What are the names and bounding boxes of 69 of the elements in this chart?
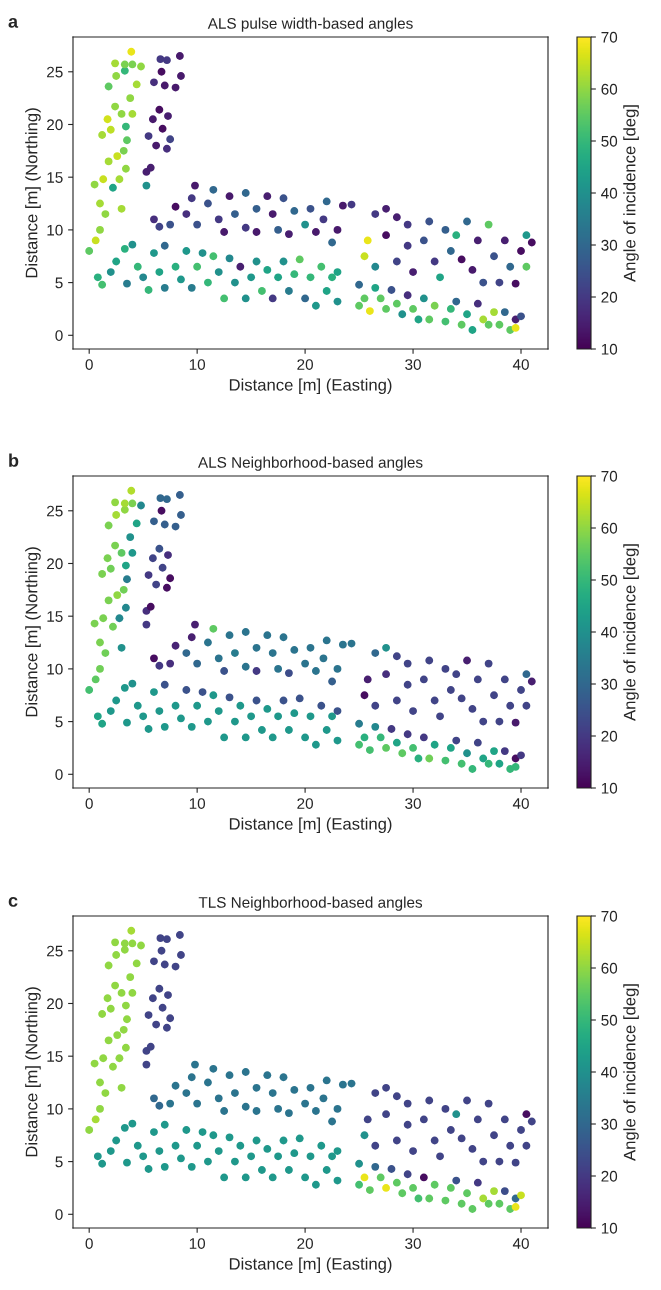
x-tick-label: 0 bbox=[85, 359, 93, 370]
color-bar-label: 10 bbox=[601, 782, 618, 794]
y-tick-label: 15 bbox=[47, 611, 63, 622]
color-bar-label: 20 bbox=[601, 730, 618, 742]
x-tick-label: 20 bbox=[297, 1238, 313, 1249]
x-tick-label: 20 bbox=[297, 359, 313, 370]
x-tick-label: 10 bbox=[189, 1238, 206, 1249]
y-tick-label: 20 bbox=[47, 998, 63, 1010]
color-bar-label: 30 bbox=[601, 1118, 618, 1130]
color-bar-label: 60 bbox=[601, 962, 618, 974]
y-tick-label: 5 bbox=[55, 277, 63, 289]
x-tick-label: 30 bbox=[405, 798, 421, 809]
x-tick-label: 40 bbox=[512, 1238, 529, 1249]
y-tick-label: 0 bbox=[55, 769, 63, 780]
y-tick-label: 10 bbox=[47, 663, 63, 675]
color-bar-title: Angle of incidence [deg] bbox=[623, 544, 639, 721]
x-tick-label: 30 bbox=[405, 359, 421, 370]
color-bar-title: Angle of incidence [deg] bbox=[623, 105, 639, 282]
y-tick-label: 15 bbox=[47, 1051, 63, 1062]
y-axis-title: Distance [m] (Northing) bbox=[25, 987, 41, 1157]
text: b bbox=[9, 453, 19, 467]
x-axis-title: Distance [m] (Easting) bbox=[229, 1257, 392, 1274]
y-axis-title: Distance [m] (Northing) bbox=[25, 108, 41, 278]
x-tick-label: 40 bbox=[512, 798, 529, 809]
color-bar-label: 50 bbox=[601, 574, 618, 586]
y-tick-label: 20 bbox=[47, 119, 63, 131]
color-bar-label: 70 bbox=[601, 470, 618, 482]
text: a bbox=[8, 17, 19, 28]
color-bar-label: 70 bbox=[601, 910, 618, 922]
x-tick-label: 10 bbox=[189, 798, 206, 809]
x-tick-label: 20 bbox=[297, 798, 313, 809]
y-tick-label: 5 bbox=[55, 1156, 63, 1168]
color-bar-label: 10 bbox=[601, 1222, 618, 1234]
y-tick-label: 25 bbox=[47, 66, 63, 78]
y-axis-title: Distance [m] (Northing) bbox=[25, 547, 41, 717]
color-bar-label: 60 bbox=[601, 522, 618, 534]
y-tick-label: 0 bbox=[55, 1209, 63, 1220]
x-axis-title: Distance [m] (Easting) bbox=[229, 378, 392, 395]
y-tick-label: 10 bbox=[47, 1103, 63, 1115]
color-bar-label: 10 bbox=[601, 343, 618, 355]
color-bar-label: 70 bbox=[601, 31, 618, 43]
y-tick-label: 20 bbox=[47, 558, 63, 570]
color-bar-label: 50 bbox=[601, 135, 618, 147]
x-axis-title: Distance [m] (Easting) bbox=[229, 817, 392, 834]
color-bar-label: 50 bbox=[601, 1014, 618, 1026]
color-bar-label: 60 bbox=[601, 83, 618, 95]
y-tick-label: 0 bbox=[55, 330, 63, 341]
color-bar-label: 40 bbox=[601, 187, 618, 199]
x-tick-label: 10 bbox=[189, 359, 206, 370]
color-bar-label: 20 bbox=[601, 1170, 618, 1182]
color-bar-title: Angle of incidence [deg] bbox=[623, 984, 639, 1161]
y-tick-label: 25 bbox=[47, 505, 63, 517]
color-bar-label: 40 bbox=[601, 626, 618, 638]
x-tick-label: 0 bbox=[85, 1238, 93, 1249]
y-tick-label: 15 bbox=[47, 172, 63, 183]
x-tick-label: 0 bbox=[85, 798, 93, 809]
y-tick-label: 25 bbox=[47, 945, 63, 957]
color-bar-label: 40 bbox=[601, 1066, 618, 1078]
chart-title: TLS Neighborhood-based angles bbox=[198, 896, 423, 911]
chart-title: ALS Neighborhood-based angles bbox=[198, 456, 423, 471]
chart-title: ALS pulse width-based angles bbox=[207, 17, 413, 32]
color-bar-label: 30 bbox=[601, 678, 618, 690]
y-tick-label: 5 bbox=[55, 716, 63, 728]
color-bar-label: 30 bbox=[601, 239, 618, 251]
x-tick-label: 30 bbox=[405, 1238, 421, 1249]
x-tick-label: 40 bbox=[512, 359, 529, 370]
color-bar-label: 20 bbox=[601, 291, 618, 303]
y-tick-label: 10 bbox=[47, 224, 63, 236]
text: c bbox=[8, 896, 18, 907]
